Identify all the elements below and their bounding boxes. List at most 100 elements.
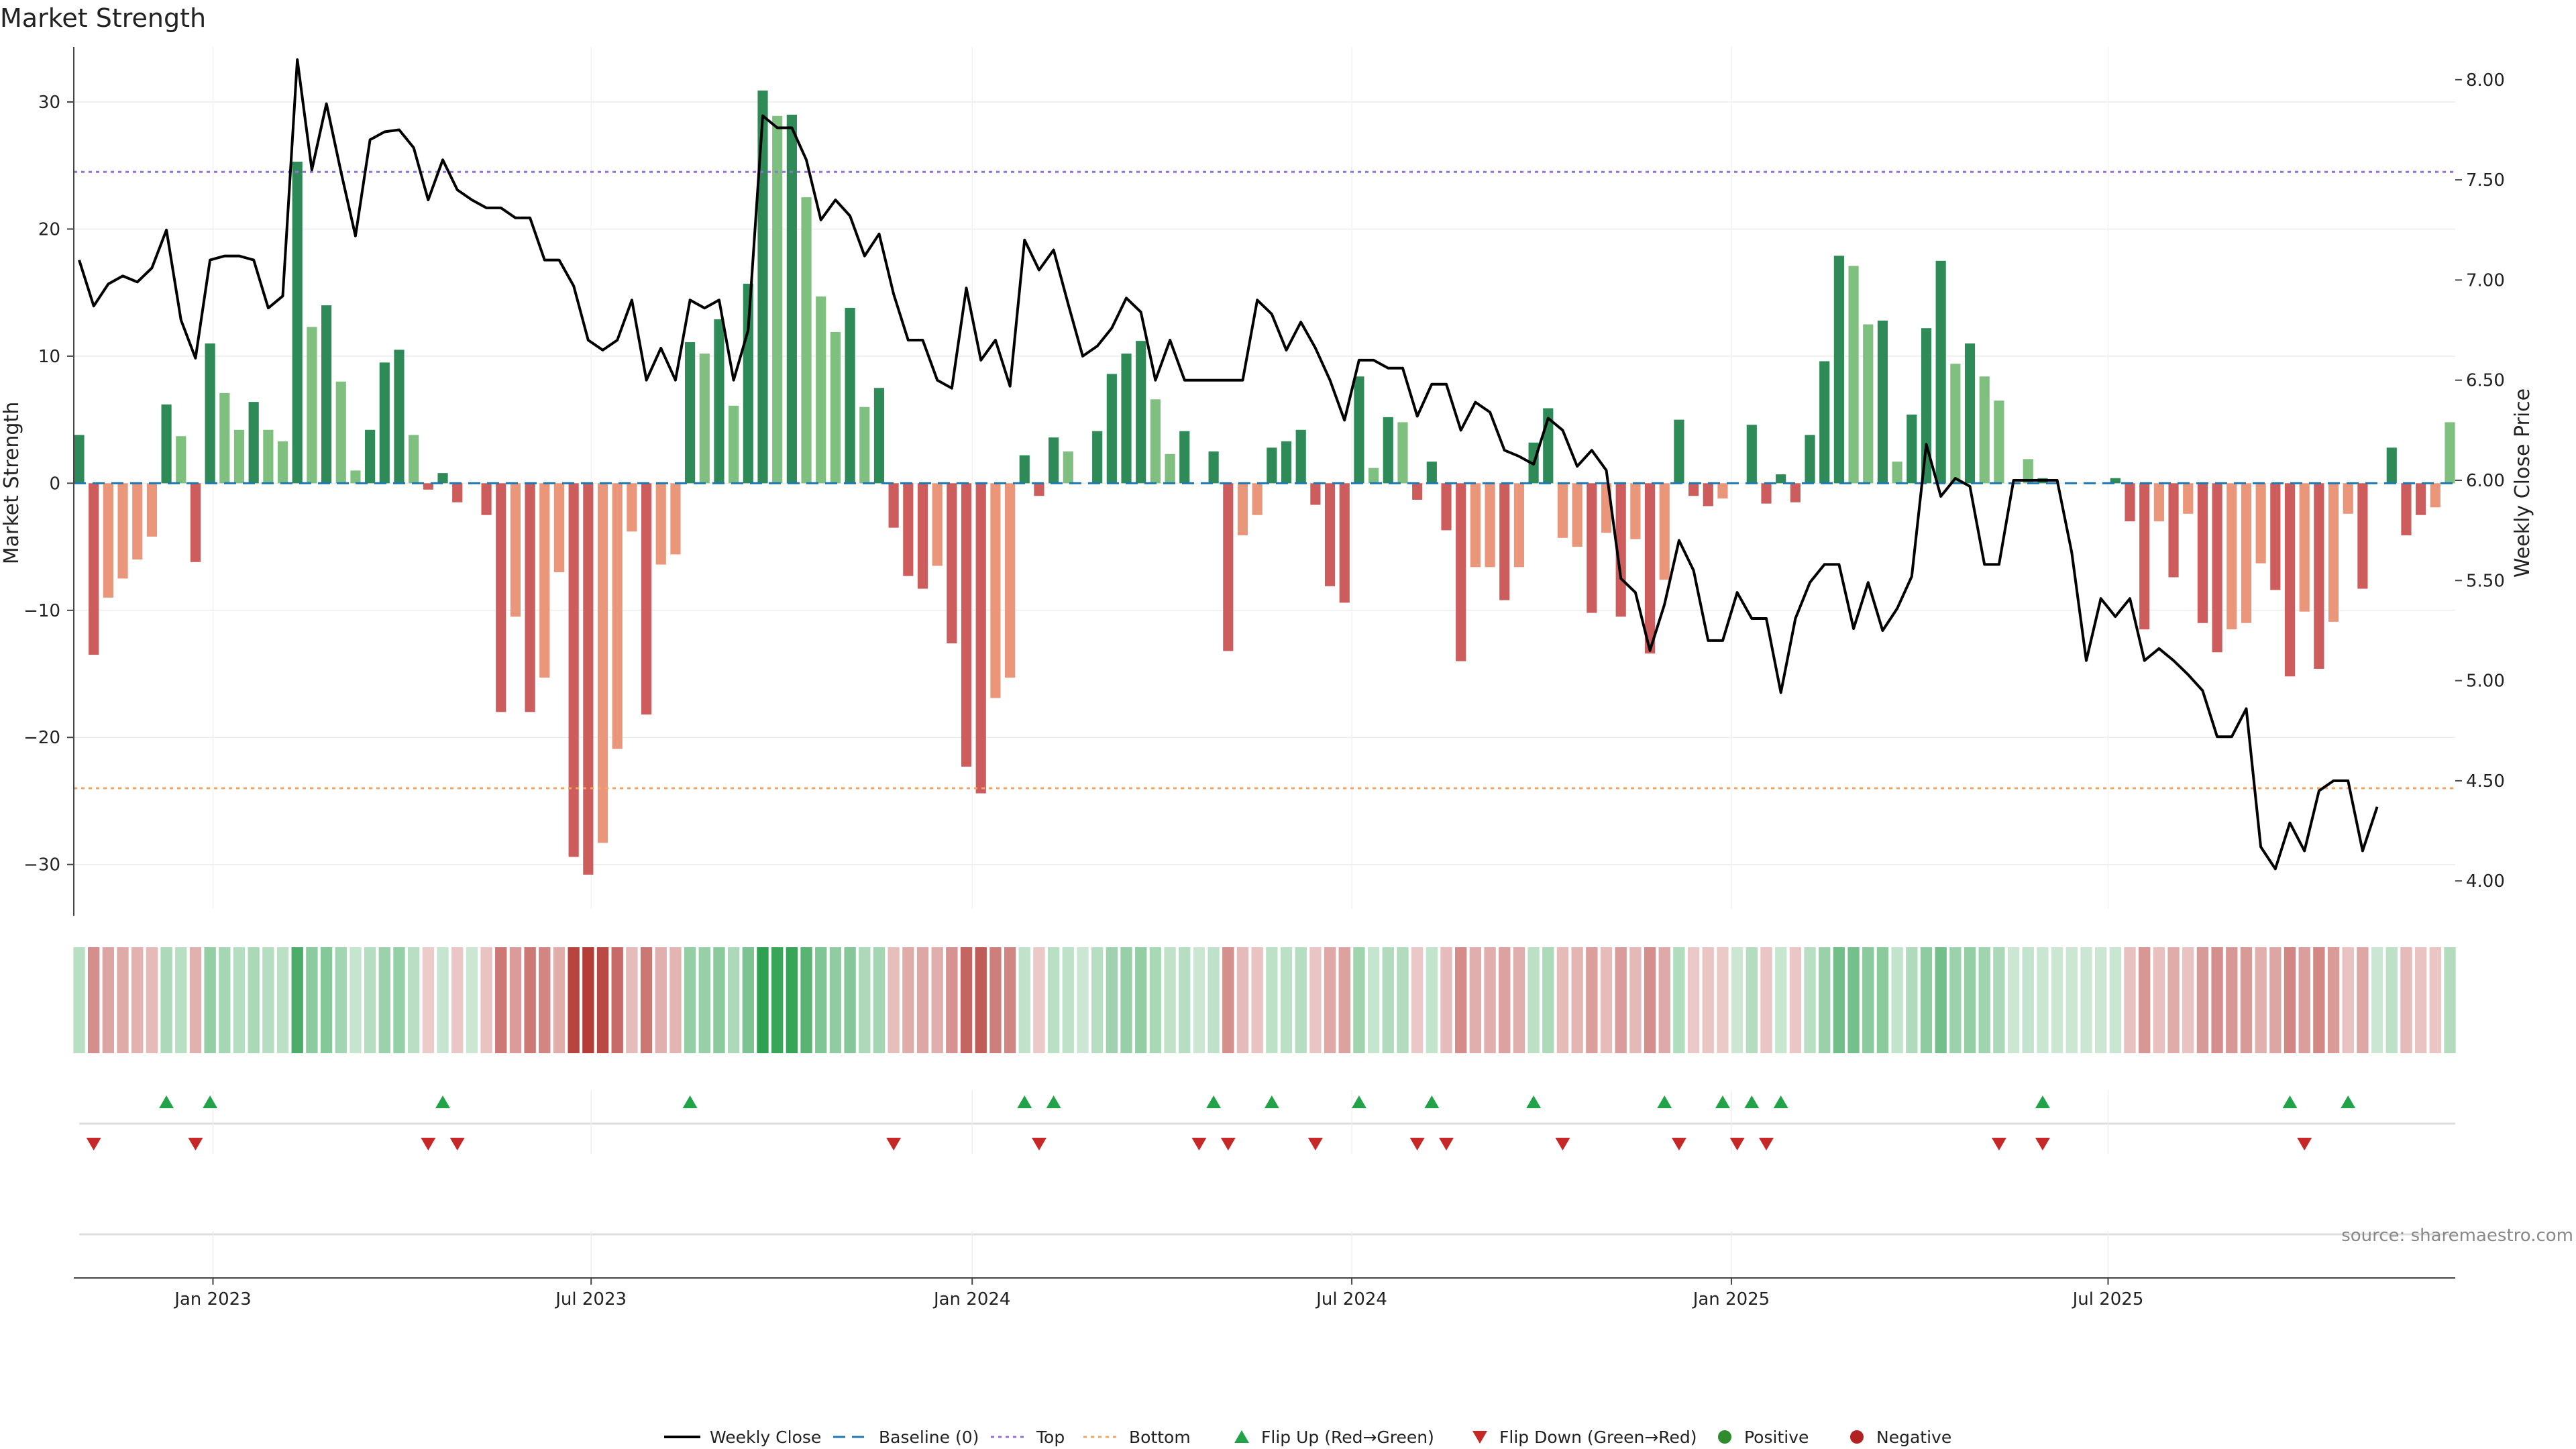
heatmap-cell [1164, 947, 1176, 1053]
strength-bar [2357, 483, 2368, 589]
strength-bar [1208, 451, 1219, 484]
heatmap-cell [2400, 947, 2412, 1053]
gridlines [74, 47, 2455, 909]
heatmap-cell [2269, 947, 2282, 1053]
heatmap-cell [1397, 947, 1409, 1053]
legend-label: Bottom [1129, 1428, 1191, 1447]
strength-bar [233, 429, 245, 484]
heatmap-cell [1993, 947, 2005, 1053]
heatmap-cell [2284, 947, 2296, 1053]
strength-bar [205, 343, 215, 484]
heatmap-cell [1120, 947, 1132, 1053]
heatmap-cell [655, 947, 667, 1053]
y-right-tick-label: 7.50 [2466, 170, 2505, 191]
y-left-tick-label: 20 [38, 219, 60, 239]
heatmap-cell [276, 947, 289, 1053]
heatmap-cell [131, 947, 144, 1053]
strength-bar [176, 436, 186, 484]
legend-label: Flip Up (Red→Green) [1261, 1428, 1434, 1447]
strength-bar [248, 402, 259, 484]
flip-up-marker [203, 1095, 218, 1108]
heatmap-cell [1309, 947, 1322, 1053]
flip-up-marker [1264, 1095, 1279, 1108]
heatmap-cell [1804, 947, 1816, 1053]
heatmap-cell [2255, 947, 2267, 1053]
strength-bar [2328, 483, 2339, 622]
strength-bar [1950, 364, 1961, 484]
heatmap-cell [1847, 947, 1860, 1053]
strength-bar [1907, 415, 1917, 484]
heatmap-cell [1033, 947, 1045, 1053]
strength-bar [714, 319, 724, 484]
y-left-tick-label: 30 [38, 93, 60, 113]
strength-bar [2226, 483, 2237, 630]
heatmap-cell [1280, 947, 1293, 1053]
legend-flip-up-icon [1234, 1430, 1249, 1443]
heatmap-cell [960, 947, 973, 1053]
heatmap-cell [1367, 947, 1380, 1053]
y-right-tick-label: 4.00 [2466, 871, 2505, 892]
heatmap-cell [2124, 947, 2136, 1053]
strength-bar [975, 483, 986, 794]
strength-bar [1790, 483, 1801, 502]
strength-bar [2183, 483, 2194, 514]
flip-down-marker [2035, 1138, 2050, 1150]
y-right-tick-label: 5.50 [2466, 571, 2505, 591]
reference-lines [74, 170, 2455, 790]
strength-bar [496, 483, 506, 712]
strength-bar [1456, 483, 1466, 661]
flip-up-marker [1526, 1095, 1542, 1108]
strength-bar [1354, 376, 1364, 484]
strength-bar [859, 407, 870, 484]
heatmap-cell [1426, 947, 1438, 1053]
heatmap-cell [698, 947, 710, 1053]
heatmap-cell [1091, 947, 1104, 1053]
strength-bar [1848, 266, 1859, 484]
heatmap-cell [306, 947, 318, 1053]
strength-bar [1397, 422, 1408, 484]
y-right-tick-label: 6.50 [2466, 371, 2505, 391]
heatmap-cell [291, 947, 303, 1053]
flip-down-marker [1220, 1138, 1236, 1150]
strength-bar [1106, 374, 1117, 484]
heatmap-cell [364, 947, 376, 1053]
strength-bar [1761, 483, 1772, 504]
flip-up-marker [2341, 1095, 2356, 1108]
heatmap-cell [2065, 947, 2078, 1053]
heatmap-cell [146, 947, 158, 1053]
heatmap-cell [1455, 947, 1467, 1053]
heatmap-cell [539, 947, 551, 1053]
flip-up-marker [682, 1095, 698, 1108]
heatmap-cell [742, 947, 754, 1053]
heatmap-cell [2342, 947, 2354, 1053]
strength-bar [452, 483, 463, 502]
y-left-tick-label: −30 [23, 855, 60, 875]
strength-bar [990, 483, 1001, 698]
strength-bar [1892, 462, 1902, 484]
strength-bar [1267, 447, 1277, 484]
heatmap-cell [2371, 947, 2383, 1053]
y-right-tick-label: 5.00 [2466, 672, 2505, 692]
strength-bar [161, 404, 172, 484]
strength-bar [568, 483, 579, 857]
flip-down-marker [86, 1138, 101, 1150]
strength-bar [830, 331, 841, 484]
heatmap-cell [1193, 947, 1205, 1053]
y-right-tick-label: 8.00 [2466, 70, 2505, 91]
strength-bar [801, 197, 812, 484]
strength-bar [1994, 400, 2004, 484]
heatmap-cell [596, 947, 609, 1053]
heatmap-cell [219, 947, 231, 1053]
strength-bar [932, 483, 943, 566]
strength-bar [1324, 483, 1336, 586]
heatmap-cell [2037, 947, 2049, 1053]
strength-bar [1776, 474, 1786, 484]
strength-bar [1092, 431, 1103, 484]
heatmap-cell [611, 947, 623, 1053]
heatmap-cell [422, 947, 435, 1053]
heatmap-cell [1673, 947, 1685, 1053]
strength-bar [772, 115, 783, 484]
y-right-tick-label: 7.00 [2466, 270, 2505, 290]
heatmap-cell [524, 947, 536, 1053]
